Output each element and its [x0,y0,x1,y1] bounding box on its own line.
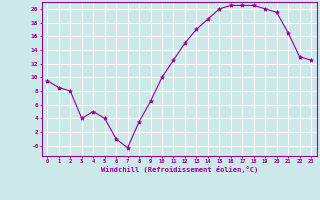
X-axis label: Windchill (Refroidissement éolien,°C): Windchill (Refroidissement éolien,°C) [100,166,258,173]
